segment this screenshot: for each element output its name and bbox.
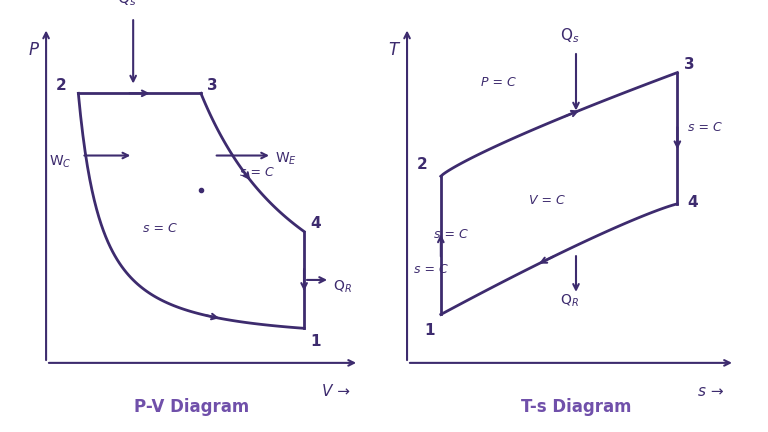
Text: V = C: V = C — [528, 194, 564, 207]
Text: P-V Diagram: P-V Diagram — [134, 398, 250, 416]
Text: P: P — [28, 41, 38, 59]
Text: 3: 3 — [684, 57, 695, 72]
Text: T-s Diagram: T-s Diagram — [521, 398, 631, 416]
Text: V →: V → — [323, 384, 350, 399]
Text: W$_C$: W$_C$ — [49, 154, 72, 170]
Text: P = C: P = C — [482, 76, 516, 89]
Text: 1: 1 — [424, 323, 435, 338]
Text: s = C: s = C — [414, 263, 448, 276]
Text: W$_E$: W$_E$ — [275, 150, 297, 167]
Text: 3: 3 — [207, 78, 218, 93]
Text: 4: 4 — [687, 195, 698, 210]
Text: 1: 1 — [310, 334, 321, 349]
Text: 2: 2 — [56, 78, 67, 93]
Text: s →: s → — [698, 384, 724, 399]
Text: s = C: s = C — [434, 229, 468, 241]
Text: s = C: s = C — [143, 222, 177, 235]
Text: 4: 4 — [310, 216, 321, 231]
Text: s = C: s = C — [687, 121, 721, 134]
Text: T: T — [389, 41, 399, 59]
Text: Q$_R$: Q$_R$ — [333, 278, 352, 295]
Text: Q$_R$: Q$_R$ — [560, 293, 579, 309]
Text: 2: 2 — [417, 157, 428, 172]
Text: Q$_s$: Q$_s$ — [117, 0, 137, 8]
Text: Q$_s$: Q$_s$ — [560, 27, 579, 45]
FancyBboxPatch shape — [445, 386, 707, 428]
FancyBboxPatch shape — [61, 386, 323, 428]
Text: s = C: s = C — [240, 166, 273, 179]
